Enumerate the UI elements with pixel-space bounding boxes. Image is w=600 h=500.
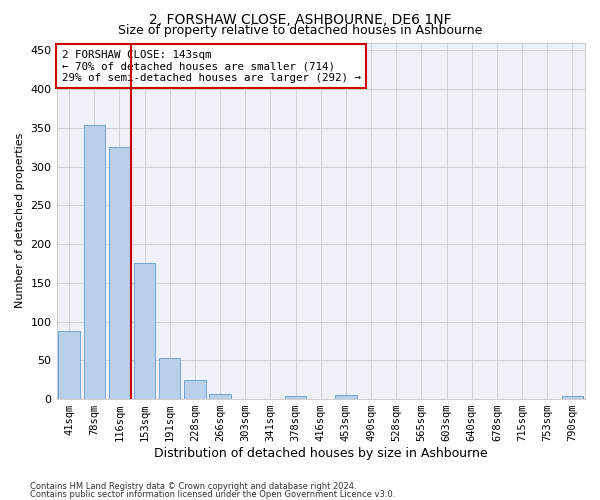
Bar xyxy=(83,126,105,399)
Bar xyxy=(58,331,80,399)
Text: Contains public sector information licensed under the Open Government Licence v3: Contains public sector information licen… xyxy=(30,490,395,499)
Bar xyxy=(562,396,583,399)
Text: Contains HM Land Registry data © Crown copyright and database right 2024.: Contains HM Land Registry data © Crown c… xyxy=(30,482,356,491)
Bar xyxy=(285,396,307,399)
Bar xyxy=(109,147,130,399)
Bar xyxy=(134,264,155,399)
X-axis label: Distribution of detached houses by size in Ashbourne: Distribution of detached houses by size … xyxy=(154,447,488,460)
Bar xyxy=(335,395,356,399)
Y-axis label: Number of detached properties: Number of detached properties xyxy=(15,133,25,308)
Text: Size of property relative to detached houses in Ashbourne: Size of property relative to detached ho… xyxy=(118,24,482,37)
Bar xyxy=(184,380,206,399)
Bar xyxy=(209,394,231,399)
Bar xyxy=(159,358,181,399)
Text: 2, FORSHAW CLOSE, ASHBOURNE, DE6 1NF: 2, FORSHAW CLOSE, ASHBOURNE, DE6 1NF xyxy=(149,12,451,26)
Text: 2 FORSHAW CLOSE: 143sqm
← 70% of detached houses are smaller (714)
29% of semi-d: 2 FORSHAW CLOSE: 143sqm ← 70% of detache… xyxy=(62,50,361,83)
